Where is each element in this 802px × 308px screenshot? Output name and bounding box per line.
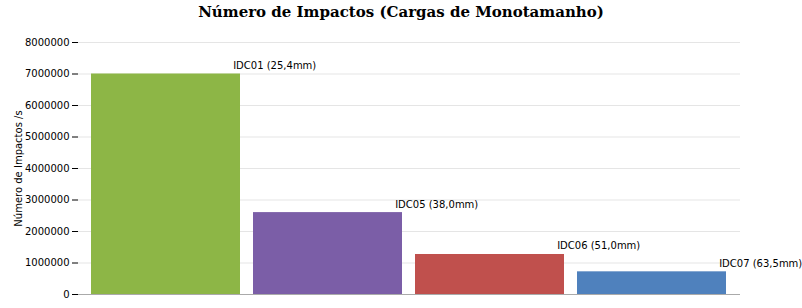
html-text:Número de Impactos (Cargas de: Número de Impactos (Cargas de Monotamanh… — [198, 3, 604, 21]
svg-text:IDC05 (38,0mm): IDC05 (38,0mm) — [395, 199, 478, 210]
svg-text:1000000: 1000000 — [25, 257, 70, 268]
svg-text:0: 0 — [63, 289, 69, 300]
svg-text:Número de Impactos /s: Número de Impactos /s — [13, 110, 24, 226]
svg-text:3000000: 3000000 — [25, 194, 70, 205]
svg-text:4000000: 4000000 — [25, 163, 70, 174]
svg-text:6000000: 6000000 — [25, 100, 70, 111]
svg-text:8000000: 8000000 — [25, 37, 70, 48]
svg-text:IDC07 (63,5mm): IDC07 (63,5mm) — [719, 258, 802, 269]
svg-text:IDC06 (51,0mm): IDC06 (51,0mm) — [557, 240, 640, 251]
svg-text:2000000: 2000000 — [25, 226, 70, 237]
svg-text:7000000: 7000000 — [25, 68, 70, 79]
svg-text:IDC01 (25,4mm): IDC01 (25,4mm) — [233, 60, 316, 71]
svg-text:5000000: 5000000 — [25, 131, 70, 142]
